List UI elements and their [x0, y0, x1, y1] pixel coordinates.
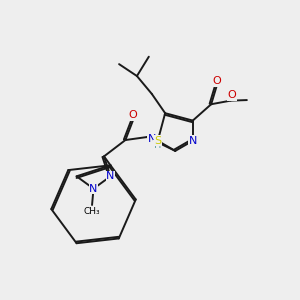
- Text: CH₃: CH₃: [84, 207, 100, 216]
- Text: O: O: [228, 90, 236, 100]
- Text: H: H: [154, 140, 161, 150]
- Text: N: N: [106, 171, 115, 181]
- Text: O: O: [128, 110, 137, 120]
- Text: N: N: [89, 184, 98, 194]
- Text: N: N: [148, 134, 156, 143]
- Text: N: N: [189, 136, 197, 146]
- Text: S: S: [154, 136, 161, 146]
- Text: O: O: [212, 76, 221, 86]
